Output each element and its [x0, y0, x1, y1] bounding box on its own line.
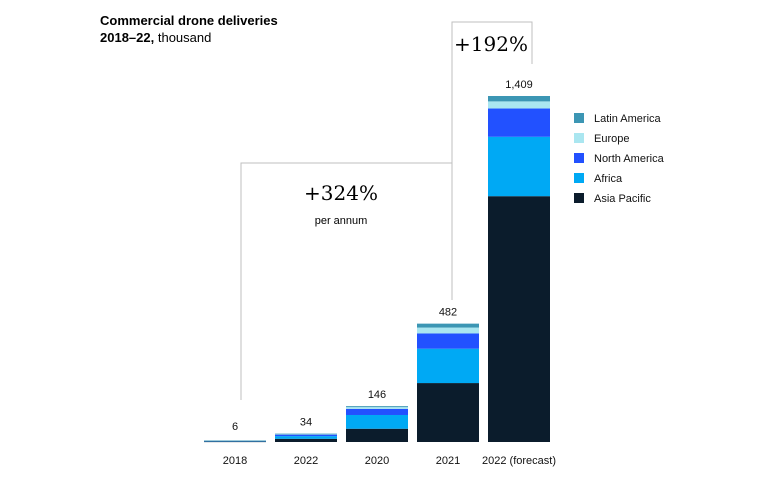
bar-segment-africa-4	[488, 136, 550, 197]
chart-title: Commercial drone deliveries	[100, 13, 278, 28]
legend-swatch-north-america	[574, 153, 584, 163]
bar-total-label: 146	[368, 389, 386, 401]
legend-swatch-asia-pacific	[574, 193, 584, 203]
bar-segment-europe-1	[275, 433, 337, 435]
bar-segment-north-america-4	[488, 108, 550, 137]
bar-segment-asia-pacific-4	[488, 196, 550, 442]
growth-annotation-324: +324%	[304, 181, 378, 205]
bar-segment-europe-4	[488, 101, 550, 109]
bar-segment-latin-america-1	[275, 433, 337, 435]
bar-total-label: 1,409	[505, 79, 533, 91]
bar-total-label: 34	[300, 417, 312, 429]
growth-bracket-324	[240, 162, 453, 400]
x-tick-label: 2018	[223, 455, 247, 467]
legend-swatch-africa	[574, 173, 584, 183]
legend-swatch-latin-america	[574, 113, 584, 123]
bar-segment-europe-2	[346, 407, 408, 409]
bar-segment-africa-2	[346, 414, 408, 429]
bar-segment-north-america-1	[275, 434, 337, 437]
bar-segment-asia-pacific-1	[275, 438, 337, 442]
growth-bracket-192	[451, 21, 533, 163]
legend-label-africa: Africa	[594, 173, 623, 185]
x-tick-label: 2022	[294, 455, 318, 467]
bar-segment-latin-america-0	[204, 440, 266, 442]
bar-segment-asia-pacific-3	[417, 383, 479, 442]
legend-label-asia-pacific: Asia Pacific	[594, 193, 651, 205]
legend-label-europe: Europe	[594, 133, 629, 145]
growth-annotation-324-subtext: per annum	[315, 215, 368, 227]
bar-segment-africa-3	[417, 348, 479, 384]
growth-annotation-192: +192%	[454, 32, 528, 56]
legend-swatch-europe	[574, 133, 584, 143]
bar-segment-north-america-3	[417, 333, 479, 349]
bar-segment-europe-3	[417, 327, 479, 334]
bar-segment-asia-pacific-2	[346, 428, 408, 442]
bar-segment-latin-america-2	[346, 406, 408, 408]
subtitle-rest: thousand	[154, 30, 212, 45]
chart-subtitle: 2018–22, thousand	[100, 29, 211, 46]
x-tick-label: 2020	[365, 455, 389, 467]
legend-label-latin-america: Latin America	[594, 113, 662, 125]
x-tick-label: 2022 (forecast)	[482, 455, 556, 467]
bar-segment-asia-pacific-0	[204, 441, 266, 443]
subtitle-bold: 2018–22,	[100, 30, 155, 45]
bar-segment-africa-1	[275, 436, 337, 439]
bar-segment-north-america-2	[346, 408, 408, 415]
legend-label-north-america: North America	[594, 153, 665, 165]
bar-total-label: 6	[232, 421, 238, 433]
x-tick-label: 2021	[436, 455, 460, 467]
bar-total-label: 482	[439, 307, 457, 319]
bar-segment-latin-america-4	[488, 96, 550, 102]
bar-segment-latin-america-3	[417, 323, 479, 328]
